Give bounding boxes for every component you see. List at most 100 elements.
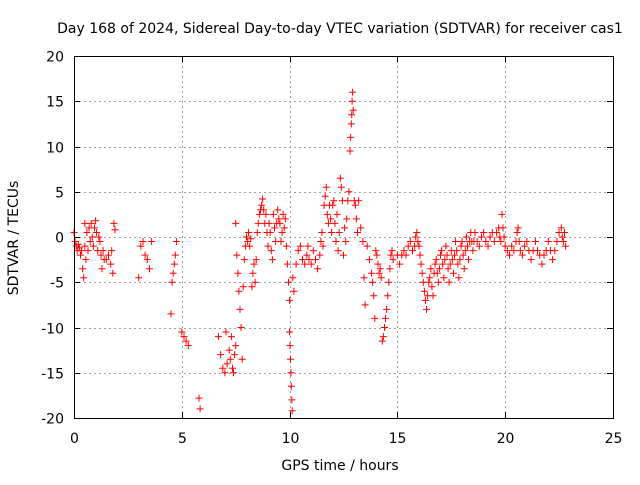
data-point xyxy=(538,260,546,268)
data-point xyxy=(500,233,508,241)
data-point xyxy=(400,247,408,255)
x-tick-label: 25 xyxy=(605,431,623,447)
data-point xyxy=(343,215,351,223)
data-point xyxy=(108,247,116,255)
data-point xyxy=(255,210,263,218)
data-point xyxy=(107,260,115,268)
data-point xyxy=(109,269,117,277)
data-point xyxy=(376,265,384,273)
data-point xyxy=(540,251,548,259)
data-point xyxy=(473,238,481,245)
data-point xyxy=(561,229,568,236)
data-point xyxy=(243,233,250,241)
data-point xyxy=(233,251,241,259)
data-point xyxy=(78,247,85,255)
data-point xyxy=(503,247,511,255)
data-point xyxy=(221,369,229,377)
data-point xyxy=(464,242,471,250)
data-point xyxy=(84,247,92,255)
data-point xyxy=(236,305,244,313)
data-point xyxy=(319,242,327,250)
data-point xyxy=(215,333,222,341)
data-point xyxy=(304,242,312,250)
data-point xyxy=(348,111,356,119)
data-point xyxy=(497,238,505,245)
data-point xyxy=(462,233,470,241)
data-point xyxy=(441,256,449,264)
data-point xyxy=(515,238,523,245)
data-point xyxy=(459,251,467,259)
data-point xyxy=(426,274,434,282)
data-point xyxy=(345,188,353,196)
data-point xyxy=(453,247,461,255)
data-point xyxy=(327,215,335,223)
data-point xyxy=(331,219,339,227)
data-point xyxy=(498,210,506,218)
x-tick-label: 10 xyxy=(282,431,300,447)
data-point xyxy=(359,238,367,245)
data-point xyxy=(433,269,441,277)
data-point xyxy=(312,256,319,264)
data-point xyxy=(382,314,389,322)
data-point xyxy=(363,242,371,250)
data-point xyxy=(385,278,393,286)
data-point xyxy=(347,120,355,128)
data-point xyxy=(475,242,483,250)
x-tick-label: 20 xyxy=(497,431,515,447)
data-point xyxy=(336,174,344,182)
y-tick-label: 5 xyxy=(55,186,64,202)
data-point xyxy=(303,251,311,259)
data-point xyxy=(258,201,266,209)
data-point xyxy=(268,256,276,264)
data-point xyxy=(348,97,356,105)
data-point xyxy=(259,195,267,203)
data-point xyxy=(290,287,298,295)
data-point xyxy=(514,224,522,232)
data-point xyxy=(493,229,501,236)
data-point xyxy=(486,233,494,241)
data-point xyxy=(341,224,349,232)
data-point xyxy=(444,265,452,273)
data-point xyxy=(240,256,248,264)
data-point xyxy=(184,342,192,350)
data-point xyxy=(238,355,246,363)
data-point xyxy=(98,265,106,273)
data-point xyxy=(249,269,257,277)
data-point xyxy=(219,364,227,372)
data-point xyxy=(231,351,239,359)
data-point xyxy=(278,229,286,236)
data-point xyxy=(553,238,561,245)
data-point xyxy=(349,88,357,96)
data-point xyxy=(412,233,420,241)
data-point xyxy=(274,206,282,214)
data-point xyxy=(286,342,294,350)
data-point xyxy=(305,256,313,264)
data-point xyxy=(413,229,421,236)
data-point xyxy=(383,305,391,313)
data-point xyxy=(307,260,315,268)
data-point xyxy=(146,265,153,273)
data-point xyxy=(102,256,110,264)
data-point xyxy=(549,256,557,264)
data-point xyxy=(386,265,394,273)
data-point xyxy=(279,210,287,218)
data-point xyxy=(232,342,240,350)
y-tick-label: 20 xyxy=(46,50,64,66)
data-point xyxy=(301,260,309,268)
data-point xyxy=(427,265,435,273)
data-point xyxy=(247,235,255,243)
data-point xyxy=(275,215,283,223)
data-point xyxy=(344,197,352,205)
data-point xyxy=(342,238,350,245)
data-point xyxy=(372,247,380,255)
y-axis-label: SDTVAR / TECUs xyxy=(6,181,22,296)
data-point xyxy=(88,233,96,241)
data-point xyxy=(230,369,237,377)
data-point xyxy=(334,247,342,255)
x-axis-label: GPS time / hours xyxy=(281,458,398,474)
data-point xyxy=(458,238,466,245)
data-point xyxy=(351,201,359,209)
data-point xyxy=(389,256,397,264)
data-point xyxy=(455,274,463,282)
